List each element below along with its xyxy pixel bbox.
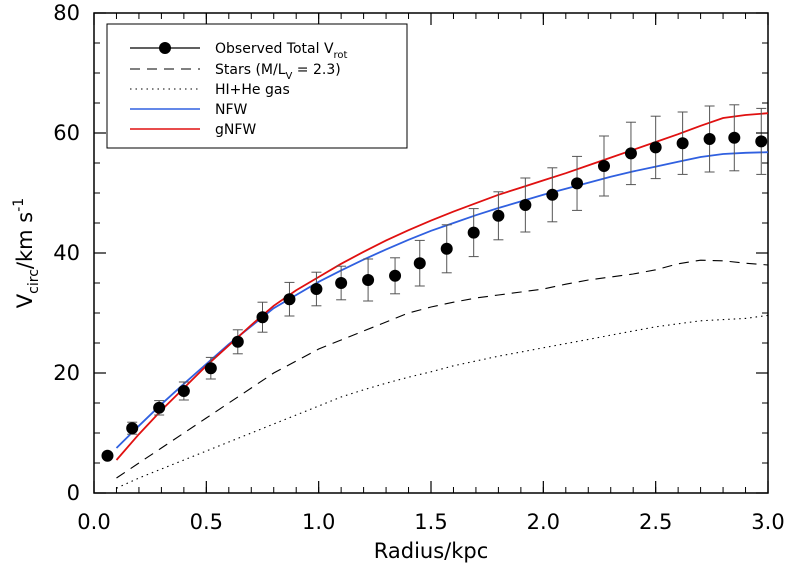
svg-text:Stars (M/LV = 2.3): Stars (M/LV = 2.3) — [215, 62, 341, 82]
series-line-3 — [115, 151, 769, 449]
svg-text:Observed Total Vrot: Observed Total Vrot — [215, 41, 348, 61]
observed-point — [571, 177, 584, 190]
observed-point — [597, 160, 610, 172]
observed-point — [177, 385, 190, 397]
legend-item-stars: Stars (M/LV = 2.3) — [130, 62, 341, 82]
series-layer — [101, 104, 769, 489]
legend-item-observed: Observed Total Vrot — [130, 41, 348, 61]
observed-point — [231, 335, 244, 348]
x-tick-label: 1.5 — [414, 510, 447, 534]
x-tick-label: 1.0 — [302, 510, 335, 534]
observed-point — [492, 209, 505, 222]
x-tick-label: 2.0 — [527, 510, 560, 534]
y-tick-label: 60 — [53, 121, 80, 145]
ticks-layer: 0.0 0.5 1.0 1.5 2.0 2.5 3.0 0 20 40 60 80 — [53, 1, 784, 534]
observed-point — [546, 188, 559, 201]
svg-text:NFW: NFW — [215, 102, 248, 118]
observed-point — [389, 269, 402, 282]
x-tick-label: 3.0 — [751, 510, 784, 534]
observed-point — [467, 226, 480, 239]
observed-point — [204, 362, 217, 375]
observed-point — [519, 199, 532, 211]
observed-point — [755, 135, 768, 148]
y-tick-label: 40 — [53, 241, 80, 265]
observed-point — [440, 242, 453, 255]
observed-point — [728, 131, 741, 144]
legend: Observed Total Vrot Stars (M/LV = 2.3) H… — [106, 23, 408, 149]
y-axis-label: Vcirc/km s-1 — [11, 198, 42, 308]
x-tick-label: 0.5 — [190, 510, 223, 534]
observed-point — [335, 277, 348, 289]
y-tick-label: 80 — [53, 1, 80, 25]
svg-text:gNFW: gNFW — [215, 122, 256, 138]
x-tick-label: 2.5 — [639, 510, 672, 534]
observed-point — [624, 147, 637, 160]
observed-point — [703, 133, 716, 145]
observed-point — [676, 137, 689, 150]
x-axis-label: Radius/kpc — [374, 539, 489, 563]
observed-point — [310, 283, 323, 295]
legend-marker-observed — [159, 42, 171, 54]
y-tick-label: 20 — [53, 361, 80, 385]
observed-point — [101, 449, 114, 462]
observed-point — [649, 141, 662, 154]
svg-text:HI+He gas: HI+He gas — [215, 82, 290, 98]
series-line-2 — [116, 314, 769, 489]
series-line-4 — [115, 112, 769, 461]
legend-item-gnfw: gNFW — [130, 122, 256, 138]
observed-point — [126, 422, 139, 435]
legend-item-nfw: NFW — [130, 102, 248, 118]
x-tick-label: 0.0 — [77, 510, 110, 534]
observed-point — [283, 293, 296, 306]
observed-point — [153, 401, 166, 414]
observed-point — [256, 311, 269, 324]
legend-item-gas: HI+He gas — [130, 82, 290, 98]
observed-point — [362, 274, 375, 286]
legend-box — [106, 23, 408, 149]
observed-point — [413, 257, 426, 270]
y-tick-label: 0 — [67, 481, 80, 505]
